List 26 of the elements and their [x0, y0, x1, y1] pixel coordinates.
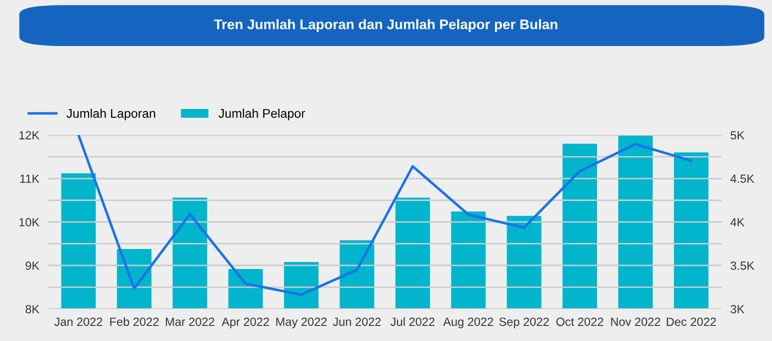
x-tick-label: Jun 2022 [332, 318, 381, 326]
y-tick-label: 11K [20, 174, 40, 183]
y-tick-label: 8K [26, 304, 40, 314]
x-tick-label: Feb 2022 [110, 317, 159, 326]
y-tick-label: 12K [19, 131, 40, 140]
y-tick-label: 9K [26, 262, 40, 270]
x-tick-label: Oct 2022 [556, 318, 604, 326]
x-tick-label: May 2022 [276, 318, 327, 328]
legend-label: Jumlah Laporan [66, 108, 156, 120]
y2-tick-label: 4.5K [730, 174, 754, 183]
x-tick-label: Aug 2022 [443, 318, 494, 328]
y2-tick-label: 3K [730, 304, 744, 314]
line-series [77, 135, 692, 296]
x-tick-label: Dec 2022 [666, 318, 716, 326]
legend-label: Jumlah Pelapor [218, 108, 306, 120]
chart-title: Tren Jumlah Laporan dan Jumlah Pelapor per Bulan [214, 19, 558, 32]
x-tick-label: Sep 2022 [499, 318, 549, 328]
y2-tick-label: 4K [730, 218, 744, 226]
x-tick-label: Jan 2022 [54, 318, 102, 326]
x-tick-label: Mar 2022 [166, 318, 214, 326]
x-tick-label: Jul 2022 [390, 317, 434, 326]
x-tick-label: Apr 2022 [222, 318, 269, 328]
x-tick-label: Nov 2022 [611, 318, 660, 326]
y-tick-label: 10K [19, 218, 40, 226]
y2-tick-label: 5K [730, 131, 744, 140]
y2-tick-label: 3.5K [730, 262, 754, 270]
